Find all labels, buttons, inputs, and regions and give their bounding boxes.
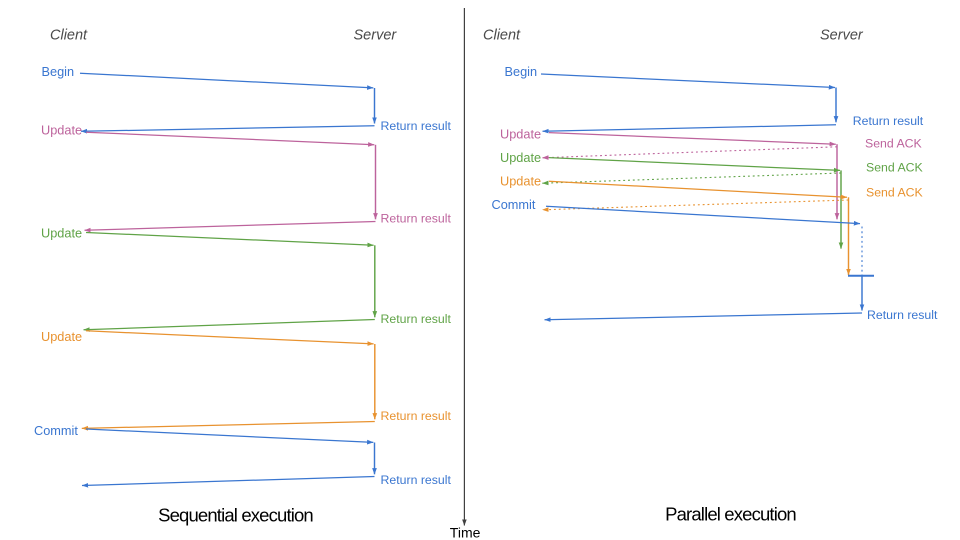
svg-text:Client: Client: [50, 28, 88, 44]
svg-text:Return result: Return result: [381, 409, 452, 423]
svg-text:Update: Update: [41, 329, 82, 344]
svg-text:Sequential execution: Sequential execution: [158, 504, 313, 525]
svg-text:Commit: Commit: [492, 197, 536, 212]
svg-text:Send ACK: Send ACK: [866, 186, 924, 200]
svg-text:Client: Client: [483, 28, 521, 44]
svg-text:Update: Update: [41, 123, 82, 138]
svg-text:Begin: Begin: [505, 64, 538, 79]
svg-text:Return result: Return result: [381, 119, 452, 133]
svg-text:Update: Update: [500, 126, 541, 141]
svg-text:Commit: Commit: [34, 423, 78, 438]
svg-text:Return result: Return result: [381, 473, 452, 487]
svg-text:Send ACK: Send ACK: [865, 136, 923, 150]
svg-text:Server: Server: [820, 28, 864, 44]
svg-text:Server: Server: [354, 28, 398, 44]
svg-text:Update: Update: [500, 150, 541, 165]
svg-text:Time: Time: [450, 525, 481, 540]
svg-text:Parallel execution: Parallel execution: [665, 504, 796, 525]
svg-text:Send ACK: Send ACK: [866, 161, 924, 175]
svg-text:Return result: Return result: [853, 114, 924, 128]
svg-text:Return result: Return result: [381, 212, 452, 226]
svg-text:Return result: Return result: [381, 312, 452, 326]
svg-text:Return result: Return result: [867, 308, 938, 322]
svg-text:Update: Update: [500, 173, 541, 188]
svg-text:Begin: Begin: [42, 64, 75, 79]
svg-text:Update: Update: [41, 226, 82, 241]
